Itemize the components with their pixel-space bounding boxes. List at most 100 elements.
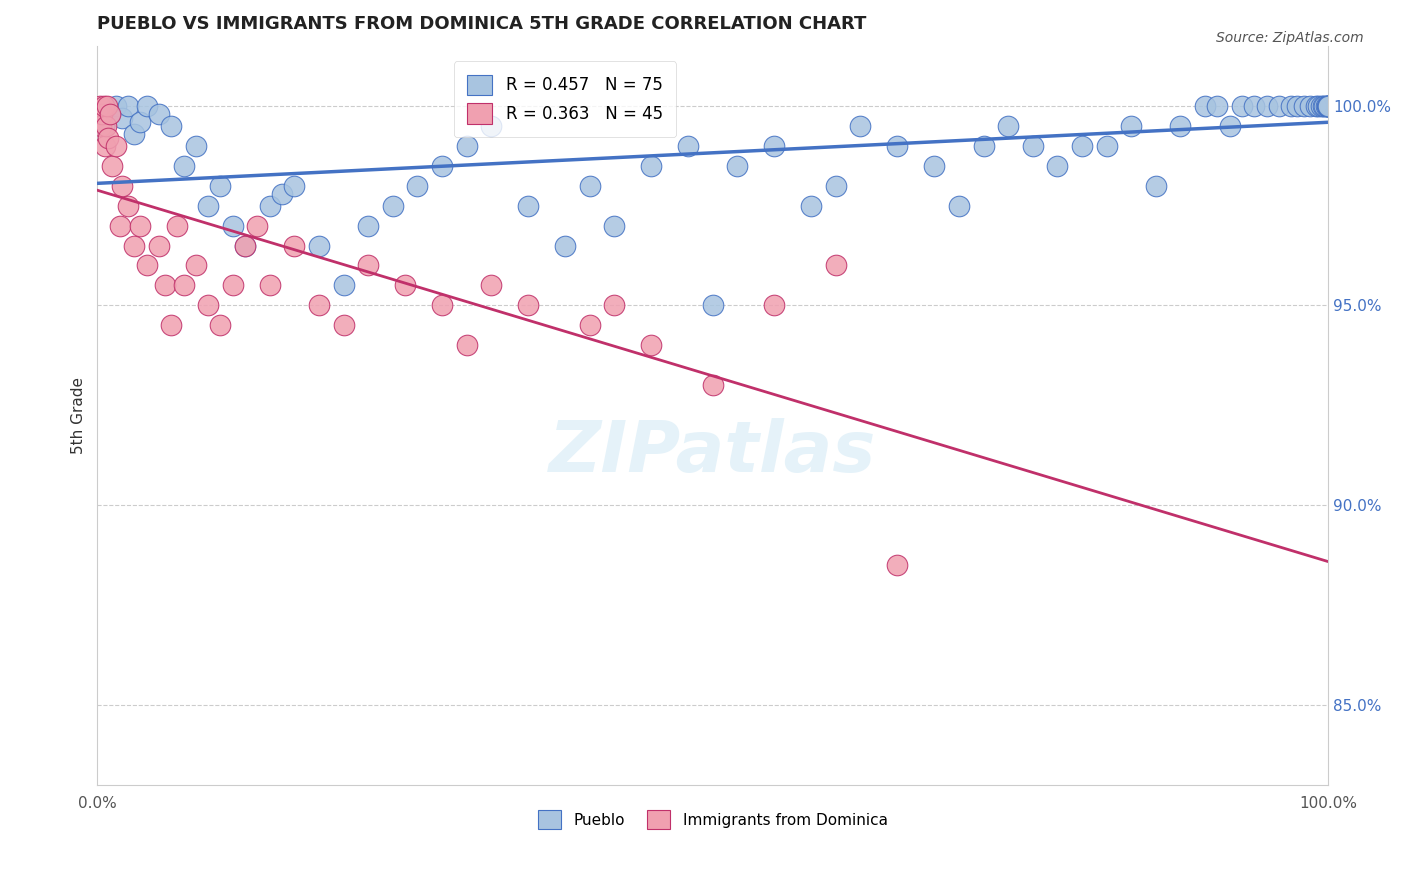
Pueblo [948,198,970,212]
Pueblo [357,219,380,233]
Immigrants from Dominica [222,278,245,293]
Pueblo [135,98,157,112]
Pueblo [259,198,281,212]
Pueblo [271,186,294,201]
Immigrants from Dominica [308,298,330,312]
Pueblo [1279,98,1302,112]
Pueblo [1292,98,1315,112]
Immigrants from Dominica [93,98,115,112]
Immigrants from Dominica [640,338,662,352]
Pueblo [222,219,245,233]
Immigrants from Dominica [108,219,131,233]
Immigrants from Dominica [90,119,112,133]
Immigrants from Dominica [357,259,380,273]
Pueblo [1095,138,1118,153]
Pueblo [640,159,662,173]
Pueblo [824,178,846,193]
Pueblo [124,127,146,141]
Pueblo [578,178,600,193]
Immigrants from Dominica [129,219,152,233]
Immigrants from Dominica [702,378,724,392]
Pueblo [1121,119,1143,133]
Pueblo [308,238,330,252]
Pueblo [1298,98,1320,112]
Pueblo [1206,98,1229,112]
Pueblo [849,119,872,133]
Immigrants from Dominica [94,119,117,133]
Immigrants from Dominica [197,298,219,312]
Pueblo [1194,98,1216,112]
Pueblo [1312,98,1334,112]
Pueblo [517,198,540,212]
Pueblo [1317,98,1340,112]
Immigrants from Dominica [117,198,139,212]
Pueblo [430,159,453,173]
Pueblo [702,298,724,312]
Immigrants from Dominica [93,138,115,153]
Pueblo [283,178,305,193]
Pueblo [406,178,429,193]
Pueblo [332,278,354,293]
Pueblo [1316,98,1339,112]
Pueblo [973,138,995,153]
Pueblo [1317,98,1340,112]
Pueblo [1313,98,1336,112]
Immigrants from Dominica [824,259,846,273]
Immigrants from Dominica [430,298,453,312]
Pueblo [1219,119,1241,133]
Pueblo [603,219,626,233]
Pueblo [886,138,908,153]
Immigrants from Dominica [97,130,120,145]
Pueblo [763,138,786,153]
Pueblo [1286,98,1309,112]
Pueblo [1230,98,1253,112]
Pueblo [1317,98,1340,112]
Immigrants from Dominica [101,159,124,173]
Immigrants from Dominica [603,298,626,312]
Y-axis label: 5th Grade: 5th Grade [72,377,86,454]
Pueblo [197,198,219,212]
Pueblo [129,114,152,128]
Pueblo [233,238,256,252]
Pueblo [1309,98,1331,112]
Immigrants from Dominica [124,238,146,252]
Pueblo [479,119,502,133]
Pueblo [676,138,699,153]
Immigrants from Dominica [259,278,281,293]
Pueblo [1315,98,1337,112]
Pueblo [1268,98,1291,112]
Immigrants from Dominica [246,219,269,233]
Pueblo [104,98,127,112]
Immigrants from Dominica [160,318,183,333]
Pueblo [1317,98,1340,112]
Pueblo [456,138,478,153]
Pueblo [111,111,134,125]
Pueblo [117,98,139,112]
Immigrants from Dominica [456,338,478,352]
Immigrants from Dominica [578,318,600,333]
Immigrants from Dominica [479,278,502,293]
Pueblo [1022,138,1045,153]
Immigrants from Dominica [153,278,176,293]
Immigrants from Dominica [98,106,121,120]
Pueblo [1046,159,1069,173]
Immigrants from Dominica [96,98,118,112]
Immigrants from Dominica [89,98,111,112]
Pueblo [1317,98,1340,112]
Pueblo [1317,98,1340,112]
Pueblo [1170,119,1192,133]
Pueblo [1256,98,1278,112]
Pueblo [922,159,945,173]
Pueblo [173,159,195,173]
Immigrants from Dominica [763,298,786,312]
Pueblo [160,119,183,133]
Immigrants from Dominica [394,278,416,293]
Immigrants from Dominica [135,259,157,273]
Immigrants from Dominica [209,318,232,333]
Text: Source: ZipAtlas.com: Source: ZipAtlas.com [1216,31,1364,45]
Text: PUEBLO VS IMMIGRANTS FROM DOMINICA 5TH GRADE CORRELATION CHART: PUEBLO VS IMMIGRANTS FROM DOMINICA 5TH G… [97,15,866,33]
Immigrants from Dominica [91,106,114,120]
Pueblo [381,198,404,212]
Immigrants from Dominica [111,178,134,193]
Immigrants from Dominica [332,318,354,333]
